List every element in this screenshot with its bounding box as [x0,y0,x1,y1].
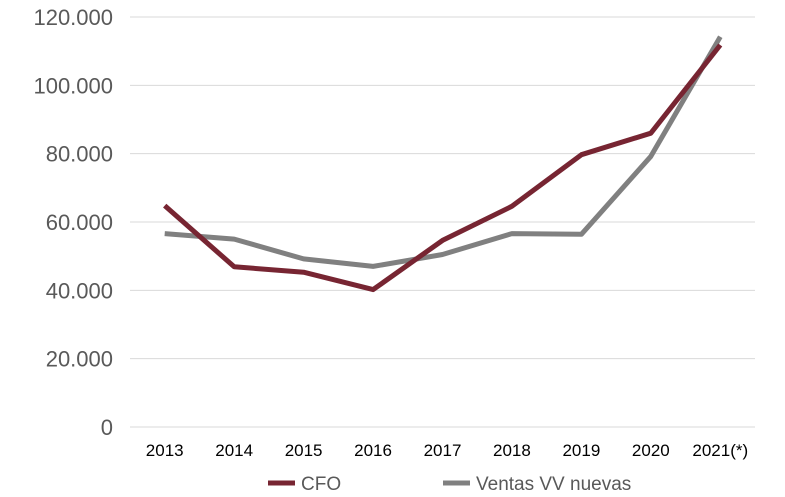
x-tick-label: 2014 [215,441,253,460]
x-tick-label: 2018 [493,441,531,460]
x-axis: 2013 2014 2015 2016 2017 2018 2019 2020 2021(*) [130,426,755,460]
x-tick-label: 2020 [632,441,670,460]
y-tick-label: 120.000 [33,5,113,30]
y-tick-label: 20.000 [46,347,113,372]
x-tick-label: 2016 [354,441,392,460]
gridlines [130,16,755,360]
y-tick-label: 60.000 [46,210,113,235]
x-tick-label: 2017 [424,441,462,460]
x-tick-label: 2015 [285,441,323,460]
series-line-ventas-vv-nuevas [164,35,723,269]
y-tick-label: 40.000 [46,278,113,303]
y-tick-label: 0 [101,415,113,440]
x-tick-label: 2019 [562,441,600,460]
x-tick-label: 2021(*) [692,441,748,460]
series-lines [163,35,723,293]
legend-label: Ventas VV nuevas [476,474,631,495]
legend-label: CFO [301,474,341,495]
y-tick-label: 80.000 [46,142,113,167]
legend: CFO Ventas VV nuevas [268,474,631,495]
x-tick-label: 2013 [146,441,184,460]
y-axis: 0 20.000 40.000 60.000 80.000 100.000 120.000 [33,5,113,440]
series-line-cfo [163,43,723,293]
y-tick-label: 100.000 [33,73,113,98]
